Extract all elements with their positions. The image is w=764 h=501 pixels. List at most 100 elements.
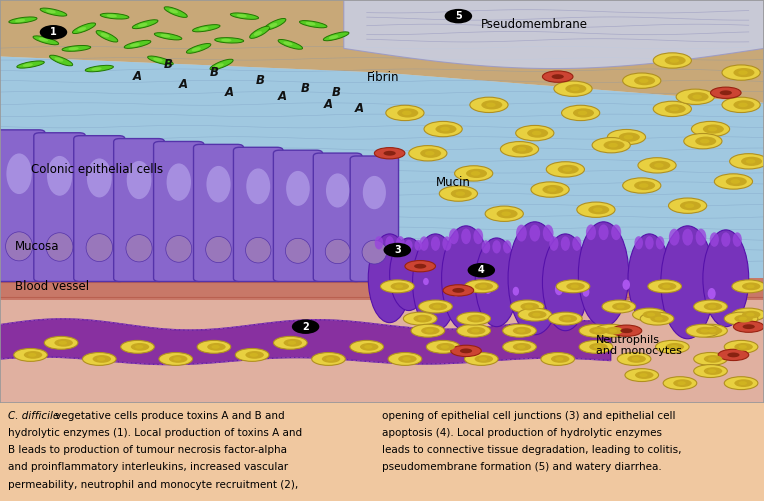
- Ellipse shape: [634, 236, 643, 249]
- Ellipse shape: [250, 353, 258, 357]
- Ellipse shape: [738, 103, 748, 107]
- Ellipse shape: [169, 355, 187, 363]
- Ellipse shape: [570, 87, 580, 91]
- Ellipse shape: [86, 233, 112, 262]
- Text: C. difficile: C. difficile: [8, 411, 59, 421]
- Ellipse shape: [436, 343, 455, 351]
- Ellipse shape: [455, 166, 493, 181]
- Ellipse shape: [288, 341, 296, 345]
- Ellipse shape: [368, 234, 411, 323]
- Ellipse shape: [503, 340, 536, 353]
- Ellipse shape: [730, 179, 740, 184]
- Ellipse shape: [274, 336, 307, 349]
- Text: Colonic epithelial cells: Colonic epithelial cells: [31, 163, 163, 176]
- Text: 3: 3: [394, 245, 400, 255]
- Ellipse shape: [726, 177, 747, 186]
- Ellipse shape: [694, 300, 727, 313]
- Text: hydrolytic enzymes (1). Local production of toxins A and: hydrolytic enzymes (1). Local production…: [8, 428, 302, 438]
- Ellipse shape: [696, 327, 714, 335]
- Ellipse shape: [283, 42, 293, 46]
- Ellipse shape: [639, 373, 648, 377]
- Ellipse shape: [722, 97, 760, 113]
- Ellipse shape: [127, 161, 151, 199]
- Ellipse shape: [607, 129, 646, 145]
- Ellipse shape: [678, 381, 686, 385]
- Ellipse shape: [623, 73, 661, 88]
- Ellipse shape: [733, 232, 742, 247]
- Ellipse shape: [742, 283, 760, 290]
- Ellipse shape: [500, 142, 539, 157]
- Ellipse shape: [692, 95, 702, 99]
- Ellipse shape: [639, 78, 649, 83]
- Ellipse shape: [455, 191, 465, 196]
- Ellipse shape: [138, 23, 147, 27]
- Ellipse shape: [558, 165, 579, 174]
- Ellipse shape: [221, 39, 231, 42]
- Text: opening of epithelial cell junctions (3) and epithelial cell: opening of epithelial cell junctions (3)…: [382, 411, 675, 421]
- Ellipse shape: [577, 202, 615, 217]
- Ellipse shape: [620, 328, 633, 333]
- Ellipse shape: [516, 224, 526, 241]
- Ellipse shape: [245, 237, 271, 263]
- Ellipse shape: [665, 104, 686, 114]
- Ellipse shape: [131, 343, 149, 351]
- Ellipse shape: [643, 311, 661, 319]
- Ellipse shape: [160, 34, 170, 38]
- Ellipse shape: [708, 329, 717, 333]
- Ellipse shape: [40, 8, 66, 16]
- Polygon shape: [0, 0, 764, 103]
- Ellipse shape: [212, 345, 220, 349]
- Ellipse shape: [594, 345, 602, 349]
- Ellipse shape: [92, 67, 102, 71]
- Text: 2: 2: [303, 322, 309, 332]
- Ellipse shape: [551, 355, 569, 363]
- Ellipse shape: [694, 324, 727, 337]
- Ellipse shape: [542, 185, 564, 194]
- Ellipse shape: [362, 240, 387, 264]
- Ellipse shape: [739, 381, 747, 385]
- Ellipse shape: [517, 345, 526, 349]
- Ellipse shape: [542, 71, 573, 82]
- Ellipse shape: [435, 124, 457, 134]
- Ellipse shape: [661, 226, 714, 339]
- Ellipse shape: [457, 324, 490, 337]
- Ellipse shape: [665, 343, 684, 351]
- Ellipse shape: [742, 311, 760, 319]
- Ellipse shape: [121, 340, 154, 353]
- Ellipse shape: [727, 353, 740, 357]
- Ellipse shape: [388, 353, 422, 365]
- Ellipse shape: [479, 357, 487, 361]
- Ellipse shape: [390, 283, 409, 290]
- Ellipse shape: [700, 139, 710, 143]
- Text: B leads to production of tumour necrosis factor-alpha: B leads to production of tumour necrosis…: [8, 445, 286, 455]
- Ellipse shape: [510, 300, 544, 313]
- Ellipse shape: [563, 317, 571, 321]
- Ellipse shape: [5, 232, 33, 261]
- Ellipse shape: [62, 46, 91, 51]
- Circle shape: [292, 320, 319, 334]
- Ellipse shape: [549, 312, 582, 325]
- Ellipse shape: [708, 305, 717, 309]
- Circle shape: [468, 263, 495, 278]
- Ellipse shape: [419, 300, 452, 313]
- Ellipse shape: [586, 224, 596, 240]
- Ellipse shape: [645, 236, 654, 249]
- Ellipse shape: [471, 171, 481, 176]
- Ellipse shape: [732, 308, 764, 321]
- Ellipse shape: [193, 25, 220, 32]
- Ellipse shape: [286, 171, 309, 206]
- Ellipse shape: [555, 284, 563, 295]
- Ellipse shape: [648, 280, 681, 293]
- Ellipse shape: [738, 70, 748, 75]
- Ellipse shape: [451, 345, 481, 357]
- Ellipse shape: [384, 151, 396, 156]
- Ellipse shape: [413, 234, 458, 331]
- Ellipse shape: [732, 280, 764, 293]
- Ellipse shape: [166, 235, 192, 262]
- Ellipse shape: [364, 345, 373, 349]
- Ellipse shape: [739, 317, 747, 321]
- Ellipse shape: [533, 313, 541, 317]
- Ellipse shape: [649, 161, 671, 170]
- Text: Mucosa: Mucosa: [15, 240, 60, 253]
- Ellipse shape: [474, 355, 493, 363]
